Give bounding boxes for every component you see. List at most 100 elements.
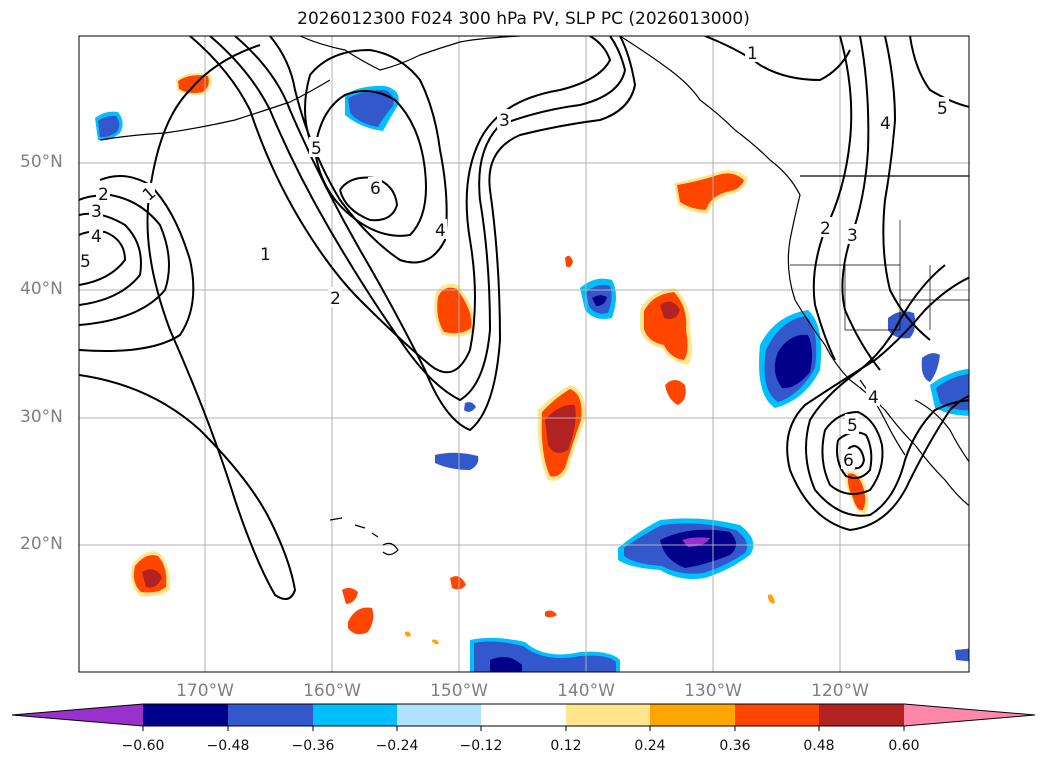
pv-blob-positive <box>405 631 411 637</box>
slp-contour <box>882 36 931 341</box>
slp-contour <box>909 36 969 108</box>
contour-label: 1 <box>260 245 271 265</box>
colorbar-tick-label: 0.60 <box>888 738 920 754</box>
contour-label: 3 <box>91 202 102 222</box>
contour-label: 4 <box>880 114 891 134</box>
contour-label: 2 <box>98 185 109 205</box>
pv-blob-negative <box>435 452 479 470</box>
contour-label: 1 <box>747 44 758 64</box>
slp-contour <box>786 276 969 532</box>
hawaiian-islands <box>329 517 399 556</box>
pv-blob-negative <box>774 334 813 389</box>
contour-label: 5 <box>80 252 91 272</box>
pv-blob-negative <box>955 648 969 662</box>
pv-blob-negative <box>490 656 522 672</box>
lon-label: 140°W <box>557 681 615 701</box>
contour-label: 5 <box>311 139 322 159</box>
contour-label: 2 <box>330 289 341 309</box>
slp-contour <box>209 36 627 402</box>
slp-contour <box>841 36 881 371</box>
pv-blob-positive <box>342 587 358 604</box>
graticule <box>79 36 969 672</box>
slp-contour <box>821 410 884 495</box>
slp-contour-labels: 1 2 3 4 5 6 1 2 3 4 5 1 2 3 <box>79 42 949 471</box>
slp-contour <box>805 264 969 517</box>
contour-label: 5 <box>847 416 858 436</box>
lon-label: 160°W <box>303 681 361 701</box>
colorbar-segment <box>735 704 819 726</box>
pv-blob-positive <box>545 610 557 618</box>
colorbar-segment <box>143 704 228 726</box>
lon-label: 150°W <box>430 681 488 701</box>
colorbar-segment <box>650 704 735 726</box>
colorbar-tick-label: −0.48 <box>206 738 250 754</box>
pv-blob-negative <box>98 115 120 138</box>
pv-blob-negative <box>592 295 607 306</box>
map-frame <box>78 35 970 673</box>
slp-contour <box>189 36 612 374</box>
slp-contour <box>704 36 851 82</box>
contour-label: 6 <box>843 451 854 471</box>
colorbar-tick-label: 0.36 <box>719 738 751 754</box>
slp-contours <box>79 36 969 600</box>
pv-blob-positive <box>437 287 472 334</box>
pv-blob-negative <box>348 90 394 127</box>
contour-label: 5 <box>937 99 948 119</box>
colorbar-segment <box>481 704 566 726</box>
contour-label: 6 <box>370 179 381 199</box>
colorbar-tick-label: −0.12 <box>459 738 503 754</box>
colorbar-tick-label: −0.36 <box>291 738 335 754</box>
contour-label: 4 <box>91 227 102 247</box>
colorbar-tick-label: 0.24 <box>634 738 666 754</box>
pv-blob-positive <box>677 173 744 210</box>
pv-blob-positive <box>142 569 162 588</box>
slp-contour <box>269 36 448 264</box>
colorbar-segment <box>397 704 481 726</box>
lat-label: 20°N <box>20 534 63 554</box>
colorbar-segment <box>566 704 650 726</box>
colorbar-tick-label: −0.24 <box>375 738 419 754</box>
contour-label: 4 <box>868 388 879 408</box>
colorbar-tick-label: 0.12 <box>550 738 582 754</box>
alaska-coastline <box>299 36 521 71</box>
colorbar <box>11 703 1036 731</box>
lat-label: 50°N <box>20 152 63 172</box>
colorbar-segment <box>313 704 397 726</box>
colorbar-extend-low <box>12 704 143 726</box>
colorbar-extend-high <box>904 704 1035 726</box>
contour-label: 3 <box>499 111 510 131</box>
pv-blob-positive <box>450 576 466 590</box>
slp-contour <box>79 44 297 600</box>
aleutian-islands <box>99 79 331 141</box>
pv-blob-positive <box>768 594 775 604</box>
pv-blob-negative <box>921 353 940 382</box>
pv-blob-positive <box>660 301 680 319</box>
pv-blob-positive <box>665 380 686 405</box>
lat-label: 40°N <box>20 279 63 299</box>
map-title: 2026012300 F024 300 hPa PV, SLP PC (2026… <box>297 9 750 29</box>
contour-label: 2 <box>820 219 831 239</box>
colorbar-tick-label: 0.48 <box>803 738 835 754</box>
pv-blob-positive <box>432 639 439 645</box>
lat-label: 30°N <box>20 407 63 427</box>
north-america-coastline <box>619 36 969 507</box>
contour-label: 4 <box>435 221 446 241</box>
pv-blob-positive <box>565 255 573 268</box>
pv-blob-positive <box>847 473 866 511</box>
slp-contour <box>79 175 195 352</box>
colorbar-segment <box>819 704 904 726</box>
lon-label: 170°W <box>176 681 234 701</box>
colorbar-tick-label: −0.60 <box>121 738 165 754</box>
pv-blob-negative <box>464 402 476 412</box>
contour-label: 3 <box>847 226 858 246</box>
lon-label: 120°W <box>811 681 869 701</box>
slp-contour <box>314 90 427 237</box>
pv-blob-negative <box>660 529 736 568</box>
colorbar-segment <box>228 704 313 726</box>
pv-anomalies <box>95 72 969 672</box>
pv-blob-positive <box>545 404 576 454</box>
lon-label: 130°W <box>684 681 742 701</box>
mexico-coastline <box>914 399 969 463</box>
pv-blob-positive <box>348 607 374 635</box>
